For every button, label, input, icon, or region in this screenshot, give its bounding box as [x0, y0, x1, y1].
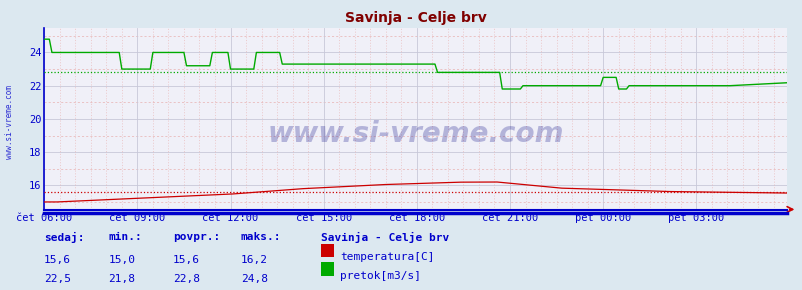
Text: www.si-vreme.com: www.si-vreme.com — [267, 119, 563, 148]
Text: sedaj:: sedaj: — [44, 232, 84, 243]
Text: maks.:: maks.: — [241, 232, 281, 242]
Text: 15,6: 15,6 — [172, 255, 200, 265]
Text: 24,8: 24,8 — [241, 274, 268, 284]
Text: povpr.:: povpr.: — [172, 232, 220, 242]
Text: 15,6: 15,6 — [44, 255, 71, 265]
Text: 22,5: 22,5 — [44, 274, 71, 284]
Text: temperatura[C]: temperatura[C] — [340, 252, 435, 262]
Text: 16,2: 16,2 — [241, 255, 268, 265]
Title: Savinja - Celje brv: Savinja - Celje brv — [344, 11, 486, 25]
Text: 21,8: 21,8 — [108, 274, 136, 284]
Text: min.:: min.: — [108, 232, 142, 242]
Text: www.si-vreme.com: www.si-vreme.com — [5, 85, 14, 159]
Text: 22,8: 22,8 — [172, 274, 200, 284]
Text: pretok[m3/s]: pretok[m3/s] — [340, 271, 421, 281]
Text: 15,0: 15,0 — [108, 255, 136, 265]
Text: Savinja - Celje brv: Savinja - Celje brv — [321, 232, 449, 243]
